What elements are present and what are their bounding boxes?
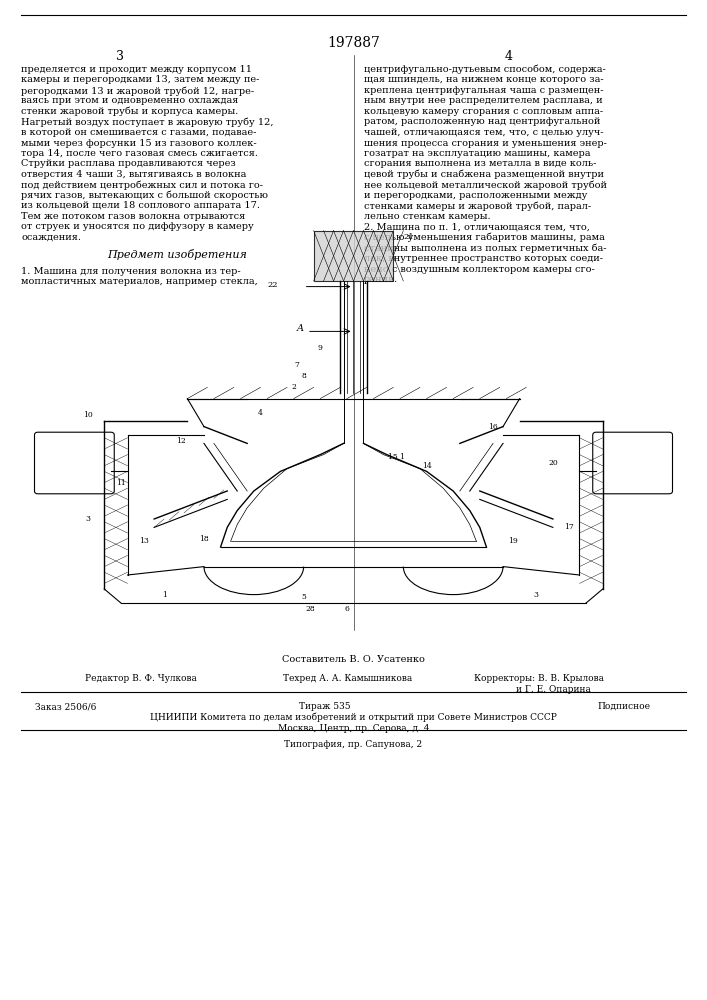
FancyBboxPatch shape (592, 432, 672, 494)
Text: креплена центрифугальная чаша с размещен-: креплена центрифугальная чаша с размещен… (364, 86, 604, 95)
Text: A: A (297, 324, 304, 333)
Text: лок, внутреннее пространство которых соеди-: лок, внутреннее пространство которых сое… (364, 254, 603, 263)
Text: 1: 1 (162, 591, 167, 599)
Text: мопластичных материалов, например стекла,: мопластичных материалов, например стекла… (21, 277, 258, 286)
Text: ваясь при этом и одновременно охлаждая: ваясь при этом и одновременно охлаждая (21, 96, 238, 105)
Text: 22: 22 (267, 281, 278, 289)
Text: с целью уменьшения габаритов машины, рама: с целью уменьшения габаритов машины, рам… (364, 233, 605, 242)
Text: цевой трубы и снабжена размещенной внутри: цевой трубы и снабжена размещенной внутр… (364, 170, 604, 179)
Text: Предмет изобретения: Предмет изобретения (107, 248, 247, 259)
Text: осаждения.: осаждения. (21, 233, 81, 242)
Text: рания.: рания. (364, 275, 398, 284)
Text: камеры и перегородками 13, затем между пе-: камеры и перегородками 13, затем между п… (21, 75, 259, 84)
Text: Струйки расплава продавливаются через: Струйки расплава продавливаются через (21, 159, 236, 168)
Text: нено с воздушным коллектором камеры сго-: нено с воздушным коллектором камеры сго- (364, 264, 595, 273)
Text: пределяется и проходит между корпусом 11: пределяется и проходит между корпусом 11 (21, 65, 252, 74)
Text: Москва, Центр, пр. Серова, д. 4: Москва, Центр, пр. Серова, д. 4 (278, 724, 429, 733)
Bar (314, 231, 393, 281)
Text: сгорания выполнена из металла в виде коль-: сгорания выполнена из металла в виде кол… (364, 159, 597, 168)
Text: и Г. Е. Опарина: и Г. Е. Опарина (516, 685, 591, 694)
Text: 18: 18 (199, 535, 209, 543)
Text: рячих газов, вытекающих с большой скоростью: рячих газов, вытекающих с большой скорос… (21, 191, 268, 200)
Text: центрифугально-дутьевым способом, содержа-: центрифугально-дутьевым способом, содерж… (364, 65, 606, 75)
Text: 2. Машина по п. 1, отличающаяся тем, что,: 2. Машина по п. 1, отличающаяся тем, что… (364, 222, 590, 231)
Text: 3: 3 (534, 591, 539, 599)
Text: 17: 17 (565, 523, 574, 531)
Text: Тем же потоком газов волокна отрываются: Тем же потоком газов волокна отрываются (21, 212, 245, 221)
Text: ЦНИИПИ Комитета по делам изобретений и открытий при Совете Министров СССР: ЦНИИПИ Комитета по делам изобретений и о… (150, 713, 557, 722)
Text: лельно стенкам камеры.: лельно стенкам камеры. (364, 212, 491, 221)
Text: кольцевую камеру сгорания с сопловым аппа-: кольцевую камеру сгорания с сопловым апп… (364, 107, 603, 116)
Text: станины выполнена из полых герметичных ба-: станины выполнена из полых герметичных б… (364, 243, 607, 253)
Text: 9: 9 (318, 344, 322, 352)
Text: 16: 16 (489, 423, 498, 431)
Text: 12: 12 (176, 437, 185, 445)
Text: тора 14, после чего газовая смесь сжигается.: тора 14, после чего газовая смесь сжигае… (21, 149, 258, 158)
Text: 7: 7 (295, 361, 300, 369)
Text: чашей, отличающаяся тем, что, с целью улуч-: чашей, отличающаяся тем, что, с целью ул… (364, 128, 604, 137)
Text: 3: 3 (116, 50, 124, 63)
Text: 1. Машина для получения волокна из тер-: 1. Машина для получения волокна из тер- (21, 266, 241, 275)
Text: нее кольцевой металлической жаровой трубой: нее кольцевой металлической жаровой труб… (364, 180, 607, 190)
Text: Заказ 2506/6: Заказ 2506/6 (35, 702, 97, 711)
Text: Подписное: Подписное (597, 702, 650, 711)
Text: регородками 13 и жаровой трубой 12, нагре-: регородками 13 и жаровой трубой 12, нагр… (21, 86, 255, 96)
Text: Составитель В. О. Усатенко: Составитель В. О. Усатенко (282, 655, 425, 664)
Text: из кольцевой щели 18 соплового аппарата 17.: из кольцевой щели 18 соплового аппарата … (21, 202, 260, 211)
Text: 4: 4 (505, 50, 513, 63)
Text: стенки жаровой трубы и корпуса камеры.: стенки жаровой трубы и корпуса камеры. (21, 107, 238, 116)
Text: Техред А. А. Камышникова: Техред А. А. Камышникова (283, 674, 412, 683)
Text: Корректоры: В. В. Крылова: Корректоры: В. В. Крылова (474, 674, 604, 683)
Text: 20: 20 (548, 459, 558, 467)
Text: 11: 11 (116, 479, 126, 487)
Text: Тираж 535: Тираж 535 (299, 702, 351, 711)
Text: 3: 3 (85, 515, 90, 523)
Text: Редактор В. Ф. Чулкова: Редактор В. Ф. Чулкова (85, 674, 197, 683)
Text: 19: 19 (508, 537, 518, 545)
Text: под действием центробежных сил и потока го-: под действием центробежных сил и потока … (21, 180, 263, 190)
Text: в которой он смешивается с газами, подавае-: в которой он смешивается с газами, подав… (21, 128, 257, 137)
FancyBboxPatch shape (35, 432, 115, 494)
Text: 8: 8 (301, 372, 306, 380)
Text: 6: 6 (344, 605, 349, 613)
Text: Нагретый воздух поступает в жаровую трубу 12,: Нагретый воздух поступает в жаровую труб… (21, 117, 274, 127)
Text: ным внутри нее распределителем расплава, и: ным внутри нее распределителем расплава,… (364, 96, 603, 105)
Text: Типография, пр. Сапунова, 2: Типография, пр. Сапунова, 2 (284, 740, 423, 749)
Text: и перегородками, расположенными между: и перегородками, расположенными между (364, 191, 588, 200)
Text: щая шпиндель, на нижнем конце которого за-: щая шпиндель, на нижнем конце которого з… (364, 75, 604, 84)
Text: 21: 21 (403, 233, 414, 241)
Text: 5: 5 (301, 593, 306, 601)
Text: 4: 4 (258, 409, 263, 417)
Text: 13: 13 (139, 537, 149, 545)
Text: 2: 2 (291, 383, 296, 391)
Text: 15 1: 15 1 (388, 453, 405, 461)
Text: 10: 10 (83, 411, 93, 419)
Text: 28: 28 (305, 605, 315, 613)
Text: гозатрат на эксплуатацию машины, камера: гозатрат на эксплуатацию машины, камера (364, 149, 590, 158)
Text: ратом, расположенную над центрифугальной: ратом, расположенную над центрифугальной (364, 117, 600, 126)
Text: 14: 14 (422, 462, 431, 470)
Text: отверстия 4 чаши 3, вытягиваясь в волокна: отверстия 4 чаши 3, вытягиваясь в волокн… (21, 170, 247, 179)
Text: 197887: 197887 (327, 36, 380, 50)
Text: от струек и уносятся по диффузору в камеру: от струек и уносятся по диффузору в каме… (21, 222, 254, 231)
Text: шения процесса сгорания и уменьшения энер-: шения процесса сгорания и уменьшения эне… (364, 138, 607, 147)
Text: мыми через форсунки 15 из газового коллек-: мыми через форсунки 15 из газового колле… (21, 138, 257, 147)
Text: стенками камеры и жаровой трубой, парал-: стенками камеры и жаровой трубой, парал- (364, 202, 591, 211)
